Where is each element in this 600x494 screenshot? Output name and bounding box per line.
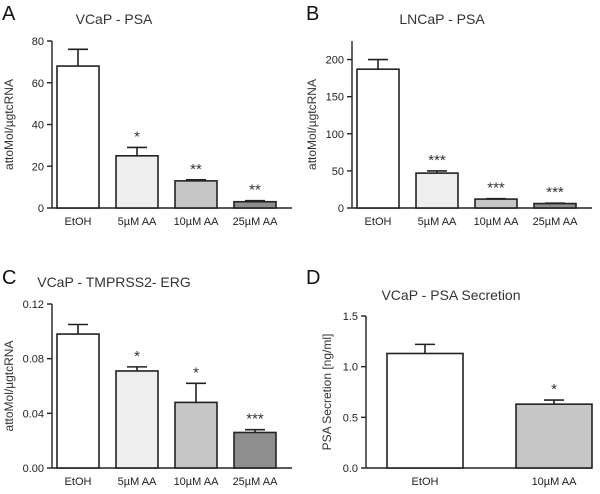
y-tick-label: 1.5 bbox=[343, 311, 358, 323]
x-tick-label-1: EtOH bbox=[365, 216, 392, 228]
chart-panel-a: A VCaP - PSA attoMol/µgtcRNA 0 20 40 60 80 EtOH *… bbox=[2, 3, 292, 228]
x-tick-label-3: 10µM AA bbox=[174, 216, 220, 228]
x-tick-label-1: EtOH bbox=[412, 476, 439, 488]
significance-marker-3: ** bbox=[190, 161, 202, 178]
bar-4 bbox=[233, 200, 277, 209]
y-tick-label: 0.04 bbox=[23, 408, 44, 420]
y-tick-label: 1.0 bbox=[343, 362, 358, 374]
significance-marker-2: * bbox=[551, 381, 557, 398]
y-tick-label: 150 bbox=[326, 92, 344, 104]
x-tick-label-1: EtOH bbox=[65, 216, 92, 228]
panel-letter: D bbox=[306, 267, 320, 289]
y-tick-label: 40 bbox=[32, 120, 44, 132]
y-axis-label: attoMol/µgtcRNA bbox=[2, 79, 16, 170]
x-tick-label-4: 25µM AA bbox=[233, 476, 279, 488]
x-tick-label-2: 10µM AA bbox=[532, 476, 578, 488]
y-tick-label: 60 bbox=[32, 78, 44, 90]
y-tick-label: 0.0 bbox=[343, 463, 358, 475]
y-axis-label: attoMol/µgtcRNA bbox=[305, 79, 319, 170]
significance-marker-2: *** bbox=[428, 152, 446, 169]
significance-marker-2: * bbox=[134, 348, 140, 365]
significance-marker-4: *** bbox=[546, 184, 564, 201]
x-tick-label-3: 10µM AA bbox=[174, 476, 220, 488]
bar-1 bbox=[356, 68, 400, 209]
y-axis-label: PSA Secretion [ng/ml] bbox=[320, 334, 334, 451]
y-tick-label: 0.08 bbox=[23, 354, 44, 366]
chart-title: LNCaP - PSA bbox=[399, 11, 485, 27]
x-tick-label-4: 25µM AA bbox=[533, 216, 579, 228]
x-tick-label-2: 5µM AA bbox=[418, 216, 457, 228]
y-tick-label: 50 bbox=[332, 166, 344, 178]
panel-letter: B bbox=[306, 3, 319, 25]
panel-letter: A bbox=[2, 3, 16, 25]
bar-2 bbox=[115, 370, 159, 469]
x-tick-label-2: 5µM AA bbox=[118, 216, 157, 228]
bar-1 bbox=[56, 333, 100, 469]
significance-marker-4: *** bbox=[246, 411, 264, 428]
y-axis-label: attoMol/µgtcRNA bbox=[2, 341, 16, 432]
y-tick-label: 0 bbox=[38, 203, 44, 215]
chart-title: VCaP - PSA bbox=[76, 11, 153, 27]
bar-3 bbox=[474, 198, 518, 209]
significance-marker-4: ** bbox=[249, 182, 261, 199]
significance-marker-2: * bbox=[134, 128, 140, 145]
y-tick-label: 0.00 bbox=[23, 463, 44, 475]
panel-letter: C bbox=[2, 267, 16, 289]
bar-4 bbox=[233, 431, 277, 469]
chart-title: VCaP - TMPRSS2- ERG bbox=[37, 274, 191, 290]
bar-2 bbox=[415, 172, 459, 209]
bar-3 bbox=[174, 180, 218, 209]
x-tick-label-4: 25µM AA bbox=[233, 216, 279, 228]
y-tick-label: 0.12 bbox=[23, 299, 44, 311]
x-tick-label-3: 10µM AA bbox=[474, 216, 520, 228]
chart-panel-d: D VCaP - PSA Secretion PSA Secretion [ng/m… bbox=[306, 267, 593, 488]
x-tick-label-1: EtOH bbox=[65, 476, 92, 488]
y-tick-label: 0 bbox=[338, 203, 344, 215]
bar-1 bbox=[386, 352, 464, 469]
y-tick-label: 0.5 bbox=[343, 412, 358, 424]
x-tick-label-2: 5µM AA bbox=[118, 476, 157, 488]
bar-2 bbox=[515, 403, 593, 469]
significance-marker-3: *** bbox=[487, 180, 505, 197]
y-tick-label: 200 bbox=[326, 55, 344, 67]
chart-title: VCaP - PSA Secretion bbox=[381, 287, 520, 303]
significance-marker-3: * bbox=[193, 364, 199, 381]
chart-panel-b: B LNCaP - PSA attoMol/µgtcRNA 0 50 100 150 200 E… bbox=[305, 3, 592, 228]
y-tick-label: 100 bbox=[326, 129, 344, 141]
bar-4 bbox=[533, 202, 577, 209]
bar-3 bbox=[174, 401, 218, 469]
bar-2 bbox=[115, 155, 159, 209]
y-tick-label: 80 bbox=[32, 36, 44, 48]
bar-1 bbox=[56, 65, 100, 209]
y-tick-label: 20 bbox=[32, 161, 44, 173]
chart-panel-c: C VCaP - TMPRSS2- ERG attoMol/µgtcRNA 0.00 0… bbox=[2, 267, 292, 488]
